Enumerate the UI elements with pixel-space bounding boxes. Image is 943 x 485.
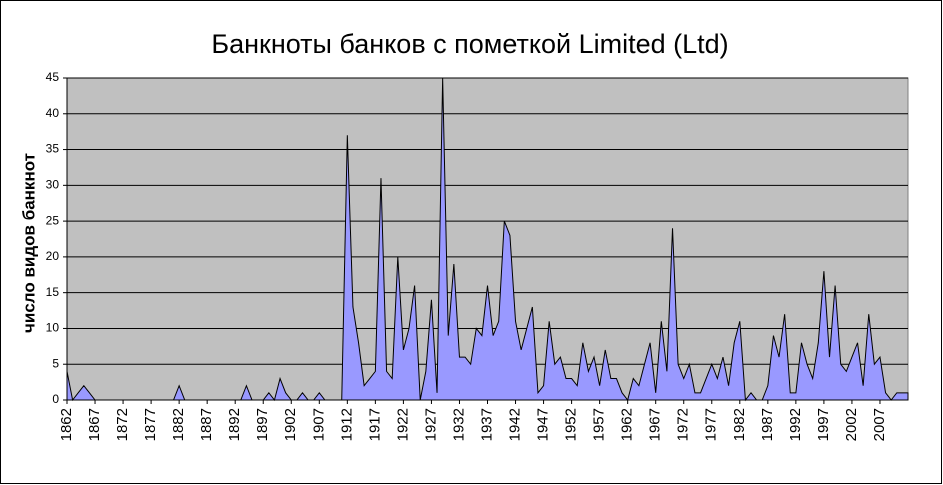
y-tick-label: 5	[52, 356, 59, 370]
y-tick-label: 35	[46, 142, 60, 156]
x-tick-label: 2007	[871, 408, 888, 441]
x-tick-label: 1917	[366, 408, 383, 441]
y-tick-label: 10	[46, 321, 60, 335]
x-tick-label: 1962	[619, 408, 636, 441]
x-tick-label: 1967	[647, 408, 664, 441]
x-tick-label: 1987	[759, 408, 776, 441]
x-tick-label: 1977	[703, 408, 720, 441]
x-tick-label: 1992	[787, 408, 804, 441]
x-tick-label: 1972	[675, 408, 692, 441]
y-tick-label: 30	[46, 178, 60, 192]
x-tick-label: 1947	[535, 408, 552, 441]
chart-title: Банкноты банков с пометкой Limited (Ltd)	[211, 29, 728, 59]
x-tick-label: 1937	[478, 408, 495, 441]
x-tick-label: 1902	[282, 408, 299, 441]
x-tick-label: 1997	[815, 408, 832, 441]
y-tick-label: 20	[46, 249, 60, 263]
x-tick-label: 1942	[507, 408, 524, 441]
x-tick-label: 1877	[142, 408, 159, 441]
x-tick-label: 1867	[86, 408, 103, 441]
x-tick-label: 1907	[310, 408, 327, 441]
y-tick-label: 15	[46, 285, 60, 299]
x-tick-label: 1892	[226, 408, 243, 441]
y-tick-label: 45	[46, 70, 60, 84]
x-tick-label: 1887	[198, 408, 215, 441]
x-tick-label: 1912	[338, 408, 355, 441]
x-tick-label: 1982	[731, 408, 748, 441]
x-tick-label: 1882	[170, 408, 187, 441]
x-tick-label: 1957	[591, 408, 608, 441]
y-tick-label: 0	[52, 392, 59, 406]
x-tick-label: 1897	[254, 408, 271, 441]
y-tick-label: 25	[46, 213, 60, 227]
y-axis-label: число видов банкнот	[19, 153, 38, 333]
x-tick-label: 1927	[422, 408, 439, 441]
x-tick-label: 1932	[450, 408, 467, 441]
x-tick-label: 1922	[394, 408, 411, 441]
x-tick-label: 2002	[843, 408, 860, 441]
y-tick-label: 40	[46, 106, 60, 120]
x-tick-label: 1952	[563, 408, 580, 441]
x-tick-label: 1872	[114, 408, 131, 441]
x-tick-label: 1862	[58, 408, 75, 441]
